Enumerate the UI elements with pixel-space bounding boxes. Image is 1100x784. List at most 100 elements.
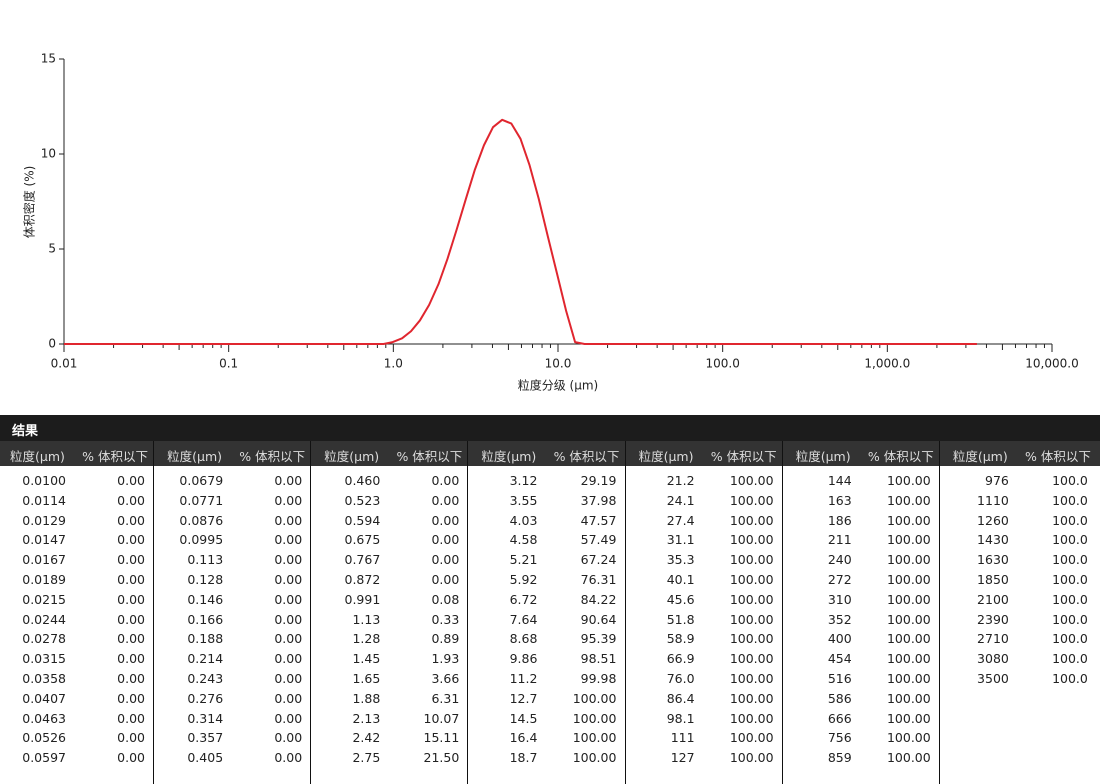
percent-cell: 100.00: [886, 651, 931, 667]
percent-cell: 100.00: [886, 730, 931, 746]
column-divider: [467, 441, 468, 784]
size-cell: 86.4: [666, 690, 695, 706]
percent-cell: 0.00: [117, 651, 145, 667]
percent-cell: 100.00: [729, 730, 774, 746]
percent-cell: 0.00: [274, 552, 303, 568]
size-cell: 0.0463: [22, 710, 66, 726]
x-tick-label: 10.0: [545, 357, 572, 371]
percent-cell: 95.39: [580, 631, 617, 647]
size-cell: 2710: [977, 631, 1009, 647]
size-cell: 1.88: [352, 690, 381, 706]
percent-cell: 100.00: [729, 532, 774, 548]
size-cell: 0.0876: [179, 512, 224, 528]
size-cell: 0.166: [187, 611, 224, 627]
size-cell: 352: [827, 611, 852, 627]
x-tick-label: 1,000.0: [864, 357, 910, 371]
column-header: % 体积以下: [553, 449, 620, 464]
percent-cell: 0.00: [117, 730, 145, 746]
size-cell: 8.68: [509, 631, 538, 647]
size-cell: 0.0278: [22, 631, 66, 647]
percent-cell: 76.31: [580, 572, 617, 587]
size-cell: 98.1: [666, 710, 695, 726]
percent-cell: 0.00: [117, 690, 145, 706]
percent-cell: 100.0: [1052, 512, 1088, 528]
size-cell: 0.0215: [22, 591, 66, 607]
x-tick-label: 100.0: [705, 357, 739, 371]
size-cell: 18.7: [509, 750, 538, 766]
y-tick-label: 5: [48, 242, 56, 256]
percent-cell: 0.00: [117, 552, 145, 568]
percent-cell: 0.00: [117, 572, 145, 587]
size-cell: 5.21: [509, 552, 538, 568]
y-tick-label: 0: [48, 337, 56, 351]
size-cell: 2.13: [352, 710, 381, 726]
size-cell: 58.9: [666, 631, 695, 647]
percent-cell: 0.00: [274, 750, 303, 766]
size-cell: 21.2: [666, 473, 695, 488]
size-cell: 3.12: [509, 473, 538, 488]
percent-cell: 100.00: [886, 552, 931, 568]
x-tick-label: 0.1: [219, 357, 238, 371]
table-title: 结果: [12, 424, 39, 439]
size-cell: 859: [827, 750, 852, 766]
percent-cell: 100.00: [729, 611, 774, 627]
size-cell: 0.0315: [22, 651, 66, 667]
percent-cell: 0.00: [117, 532, 145, 548]
size-cell: 0.767: [344, 552, 381, 568]
percent-cell: 0.00: [117, 512, 145, 528]
percent-cell: 100.0: [1052, 572, 1088, 587]
y-tick-label: 10: [41, 147, 56, 161]
x-tick-label: 10,000.0: [1025, 357, 1078, 371]
percent-cell: 0.00: [117, 473, 145, 488]
percent-cell: 0.00: [274, 631, 303, 647]
size-cell: 0.0407: [22, 690, 66, 706]
percent-cell: 100.00: [729, 473, 774, 488]
size-cell: 0.276: [187, 690, 224, 706]
size-cell: 3.55: [509, 492, 538, 508]
size-cell: 0.0100: [22, 473, 66, 488]
chart: 体积密度 (%) 粒度分级 (μm) 0 5 10 15 0.01 0.1 1.0 10.0 1…: [22, 52, 1079, 393]
size-cell: 0.243: [187, 671, 224, 686]
column-header: 粒度(μm): [10, 449, 65, 464]
size-cell: 31.1: [666, 532, 695, 548]
percent-cell: 0.89: [431, 631, 460, 647]
size-cell: 127: [670, 750, 695, 766]
size-cell: 0.128: [187, 572, 224, 587]
percent-cell: 100.00: [729, 591, 774, 607]
size-cell: 1850: [977, 572, 1009, 587]
percent-cell: 0.00: [274, 651, 303, 667]
size-cell: 1260: [977, 512, 1009, 528]
column-header: 粒度(μm): [324, 449, 380, 464]
percent-cell: 0.00: [117, 611, 145, 627]
percent-cell: 100.00: [729, 710, 774, 726]
size-cell: 144: [827, 473, 852, 488]
percent-cell: 100.00: [886, 532, 931, 548]
size-cell: 0.0189: [22, 572, 66, 587]
size-cell: 0.0597: [22, 750, 66, 766]
percent-cell: 0.33: [431, 611, 460, 627]
percent-cell: 100.00: [729, 631, 774, 647]
percent-cell: 0.00: [117, 750, 145, 766]
percent-cell: 0.00: [274, 690, 303, 706]
column-header: 粒度(μm): [481, 449, 537, 464]
size-cell: 0.188: [187, 631, 224, 647]
percent-cell: 100.00: [886, 492, 931, 508]
percent-cell: 0.00: [431, 552, 460, 568]
percent-cell: 100.0: [1052, 552, 1088, 568]
size-cell: 0.0771: [179, 492, 224, 508]
size-cell: 310: [827, 591, 852, 607]
percent-cell: 1.93: [431, 651, 460, 667]
percent-cell: 100.0: [1052, 473, 1088, 488]
percent-cell: 100.00: [886, 750, 931, 766]
size-cell: 0.0129: [22, 512, 66, 528]
size-cell: 1.28: [352, 631, 381, 647]
size-cell: 1430: [977, 532, 1009, 548]
percent-cell: 100.0: [1052, 591, 1088, 607]
y-axis-title: 体积密度 (%): [22, 166, 37, 239]
column-divider: [939, 441, 940, 784]
column-header: % 体积以下: [1025, 449, 1091, 464]
size-cell: 240: [827, 552, 852, 568]
column-divider: [782, 441, 783, 784]
column-divider: [310, 441, 311, 784]
percent-cell: 10.07: [423, 710, 460, 726]
